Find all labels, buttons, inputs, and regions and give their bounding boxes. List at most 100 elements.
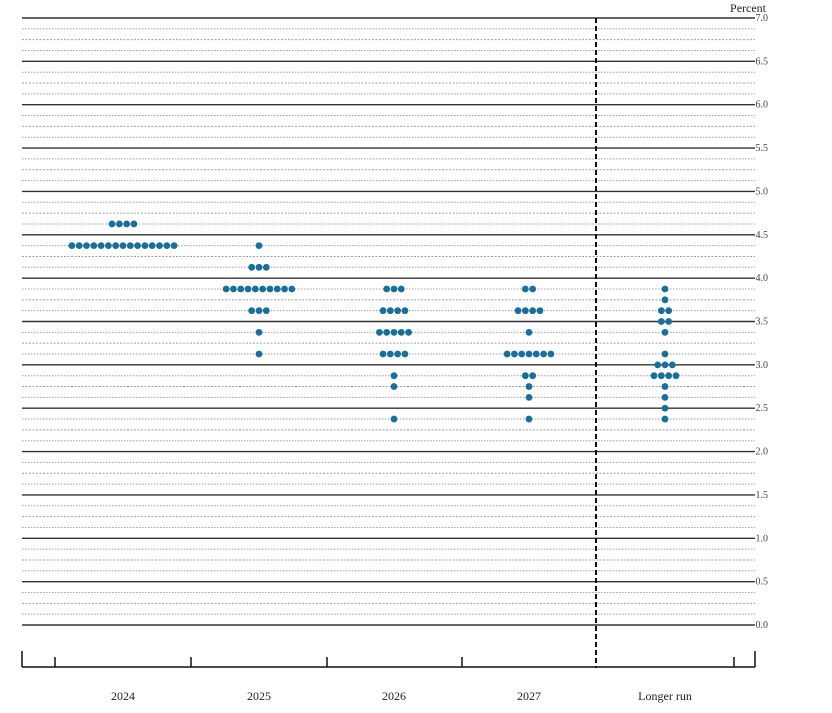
projection-dot — [281, 285, 288, 293]
projection-dot — [83, 242, 90, 250]
y-tick-label: 2.5 — [756, 403, 769, 414]
y-tick-label: 0.0 — [756, 620, 769, 631]
projection-dot — [665, 318, 673, 325]
projection-dot — [230, 285, 237, 293]
projection-dot — [394, 350, 402, 358]
projection-dot — [665, 307, 673, 315]
projection-dot — [521, 285, 529, 293]
projection-dot — [390, 328, 398, 336]
projection-dot — [525, 393, 533, 401]
x-axis-category-labels: 2024 2025 2026 2027 Longer run — [111, 689, 692, 703]
projection-dot — [141, 242, 149, 250]
projection-dot — [115, 220, 123, 228]
projection-dot — [130, 220, 138, 228]
projection-dot — [390, 285, 398, 293]
projection-dot — [532, 350, 540, 358]
x-category-label: 2026 — [382, 689, 406, 703]
projection-dot — [394, 307, 402, 315]
projection-dot — [661, 328, 669, 336]
y-tick-label: 6.5 — [756, 56, 769, 67]
projection-dot — [390, 415, 398, 423]
projection-dot — [262, 263, 270, 271]
projection-dot — [661, 383, 669, 390]
y-axis-unit-label: Percent — [730, 1, 767, 15]
projection-dot — [661, 285, 669, 293]
projection-dot — [503, 350, 511, 358]
projection-dot — [386, 307, 394, 315]
projection-dot — [405, 328, 412, 336]
projection-dot — [661, 296, 669, 304]
y-tick-label: 5.5 — [756, 143, 769, 154]
projection-dot — [255, 263, 263, 271]
projection-dot — [529, 285, 537, 293]
projection-dot — [525, 415, 533, 423]
projection-dot — [266, 285, 274, 293]
projection-dot — [273, 285, 281, 293]
projection-dot — [401, 307, 409, 315]
projection-dot — [383, 328, 391, 336]
projection-dot — [661, 415, 669, 423]
projection-dot — [248, 307, 256, 315]
projection-dot — [661, 361, 669, 369]
projection-dot — [518, 350, 526, 358]
gridlines — [22, 17, 755, 626]
y-tick-label: 0.5 — [756, 577, 769, 588]
projection-dot — [237, 285, 245, 293]
projection-dot — [119, 242, 127, 250]
projection-dot — [163, 242, 171, 250]
y-tick-label: 6.0 — [756, 100, 769, 111]
projection-dot — [540, 350, 547, 358]
dots-layer — [68, 220, 680, 423]
projection-dot — [112, 242, 120, 250]
projection-dot — [525, 350, 533, 358]
projection-dot — [657, 318, 665, 325]
y-tick-label: 1.5 — [756, 490, 769, 501]
y-axis-tick-labels: 7.0 6.5 6.0 5.5 5.0 4.5 4.0 3.5 3.0 2.5 2.0 1.5 1.0 0… — [756, 13, 769, 631]
projection-dot — [390, 372, 398, 380]
projection-dot — [661, 404, 669, 412]
projection-dot — [255, 242, 263, 250]
y-tick-label: 7.0 — [756, 13, 769, 24]
projection-dot — [126, 242, 134, 250]
y-tick-label: 3.5 — [756, 317, 769, 328]
projection-dot — [657, 372, 665, 380]
x-category-label: Longer run — [638, 689, 692, 703]
projection-dot — [665, 372, 673, 380]
projection-dot — [244, 285, 252, 293]
projection-dot — [525, 383, 533, 390]
projection-dot — [529, 372, 537, 380]
projection-dot — [525, 328, 533, 336]
projection-dot — [661, 350, 669, 358]
projection-dot — [511, 350, 518, 358]
projection-dot — [397, 285, 405, 293]
projection-dot — [536, 307, 544, 315]
projection-dot — [547, 350, 555, 358]
projection-dot — [383, 285, 391, 293]
projection-dot — [156, 242, 163, 250]
y-tick-label: 4.0 — [756, 273, 769, 284]
projection-dot — [514, 307, 522, 315]
projection-dot — [262, 307, 270, 315]
projection-dot — [668, 361, 676, 369]
projection-dot — [529, 307, 537, 315]
projection-dot — [376, 328, 383, 336]
projection-dot — [251, 285, 259, 293]
projection-dot — [90, 242, 98, 250]
projection-dot — [386, 350, 394, 358]
projection-dot — [248, 263, 256, 271]
projection-dot — [259, 285, 267, 293]
y-tick-label: 5.0 — [756, 186, 769, 197]
projection-dot — [521, 372, 529, 380]
projection-dot — [68, 242, 76, 250]
projection-dot — [657, 307, 665, 315]
projection-dot — [148, 242, 156, 250]
projection-dot — [105, 242, 112, 250]
projection-dot — [97, 242, 105, 250]
projection-dot — [222, 285, 230, 293]
x-category-label: 2025 — [247, 689, 271, 703]
x-category-label: 2027 — [517, 689, 541, 703]
x-axis — [21, 651, 756, 668]
projection-dot — [401, 350, 409, 358]
projection-dot — [390, 383, 398, 390]
